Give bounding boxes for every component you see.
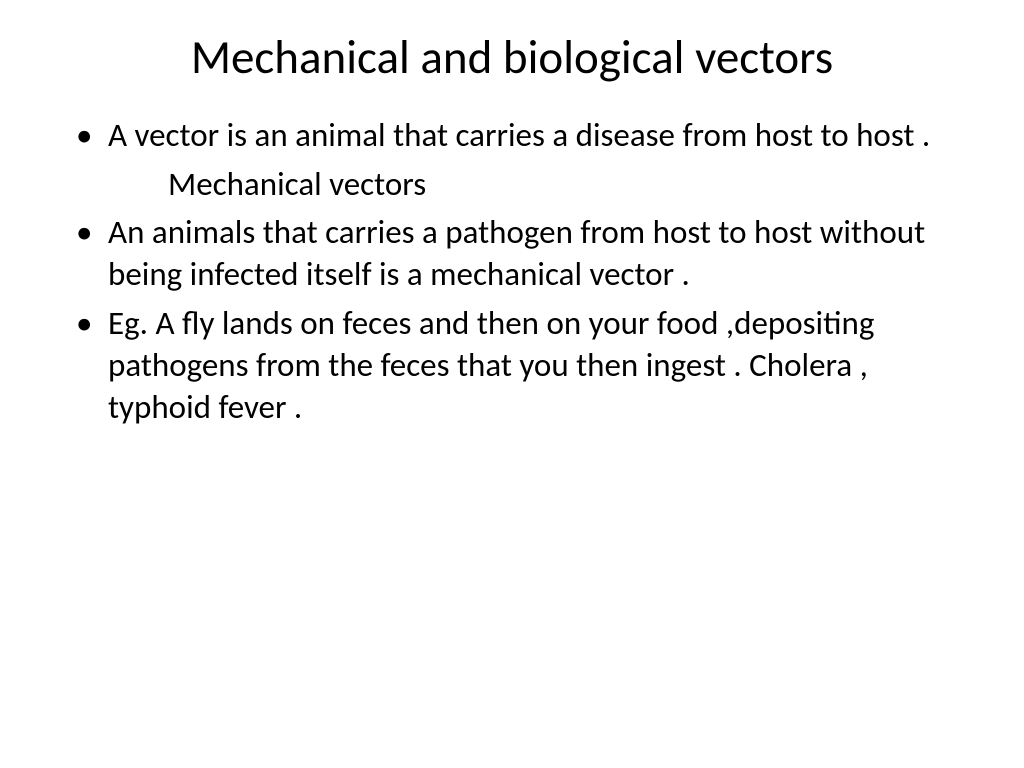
bullet-marker: • <box>70 211 108 254</box>
slide-title: Mechanical and biological vectors <box>60 28 964 86</box>
bullet-item: • Eg. A fly lands on feces and then on y… <box>70 302 964 429</box>
bullet-text: An animals that carries a pathogen from … <box>108 211 964 295</box>
bullet-text: Eg. A fly lands on feces and then on you… <box>108 302 964 429</box>
slide-container: Mechanical and biological vectors • A ve… <box>0 0 1024 768</box>
sub-heading: Mechanical vectors <box>70 163 964 205</box>
bullet-item: • A vector is an animal that carries a d… <box>70 114 964 157</box>
bullet-item: • An animals that carries a pathogen fro… <box>70 211 964 295</box>
slide-content: • A vector is an animal that carries a d… <box>60 114 964 428</box>
bullet-marker: • <box>70 114 108 157</box>
bullet-marker: • <box>70 302 108 345</box>
bullet-text: A vector is an animal that carries a dis… <box>108 114 964 156</box>
